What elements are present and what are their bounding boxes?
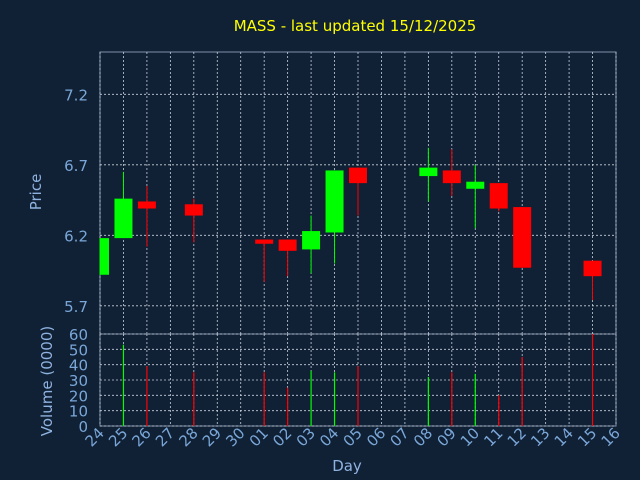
- day-tick-label: 26: [129, 424, 155, 450]
- candle-body: [100, 238, 109, 275]
- volume-tick-label: 50: [69, 341, 88, 359]
- day-tick-label: 03: [293, 424, 319, 450]
- day-tick-label: 09: [433, 424, 459, 450]
- price-tick-label: 6.2: [64, 227, 88, 245]
- candle-body: [583, 260, 602, 277]
- volume-tick-label: 30: [69, 372, 88, 390]
- price-panel: 5.7 6.2 6.7 7.2: [64, 51, 617, 335]
- volume-tick-label: 20: [69, 387, 88, 405]
- candle-body: [489, 183, 508, 209]
- day-tick-label: 08: [410, 424, 436, 450]
- candle-body: [419, 167, 438, 177]
- day-tick-label: 11: [480, 424, 506, 450]
- price-axis-label: Price: [27, 174, 45, 211]
- day-tick-label: 01: [246, 424, 272, 450]
- candle-body: [302, 231, 321, 250]
- price-tick-label: 5.7: [64, 298, 88, 316]
- volume-tick-label: 10: [69, 403, 88, 421]
- day-tick-label: 29: [199, 424, 225, 450]
- day-axis-label: Day: [332, 457, 362, 475]
- candle-body: [184, 204, 203, 216]
- volume-tick-label: 0: [78, 418, 88, 436]
- price-tick-label: 6.7: [64, 157, 88, 175]
- day-tick-label: 07: [387, 424, 413, 450]
- day-tick-label: 28: [175, 424, 201, 450]
- candle-body: [114, 198, 133, 239]
- volume-axis-label: Volume (0000): [38, 326, 56, 436]
- candle-body: [349, 167, 367, 184]
- day-tick-label: 14: [551, 424, 577, 450]
- candle-body: [513, 207, 532, 268]
- volume-panel: 0102030405060242526272829300102030405060…: [69, 326, 624, 450]
- candle-body: [255, 239, 274, 244]
- chart-title: MASS - last updated 15/12/2025: [234, 17, 477, 35]
- candle-body: [278, 239, 297, 251]
- day-tick-label: 10: [457, 424, 483, 450]
- day-tick-label: 02: [269, 424, 295, 450]
- day-tick-label: 05: [340, 424, 366, 450]
- volume-tick-label: 60: [69, 326, 88, 344]
- day-tick-label: 27: [152, 424, 178, 450]
- candle-body: [325, 170, 344, 233]
- candle-body: [442, 170, 461, 184]
- volume-tick-label: 40: [69, 357, 88, 375]
- price-tick-label: 7.2: [64, 86, 88, 104]
- day-tick-label: 06: [363, 424, 389, 450]
- day-tick-label: 12: [504, 424, 530, 450]
- day-tick-label: 13: [527, 424, 553, 450]
- day-tick-label: 04: [316, 424, 342, 450]
- day-tick-label: 25: [105, 424, 131, 450]
- candle-body: [466, 181, 485, 189]
- day-tick-label: 16: [598, 424, 624, 450]
- day-tick-label: 30: [222, 424, 248, 450]
- day-tick-label: 15: [574, 424, 600, 450]
- candle-body: [137, 201, 156, 209]
